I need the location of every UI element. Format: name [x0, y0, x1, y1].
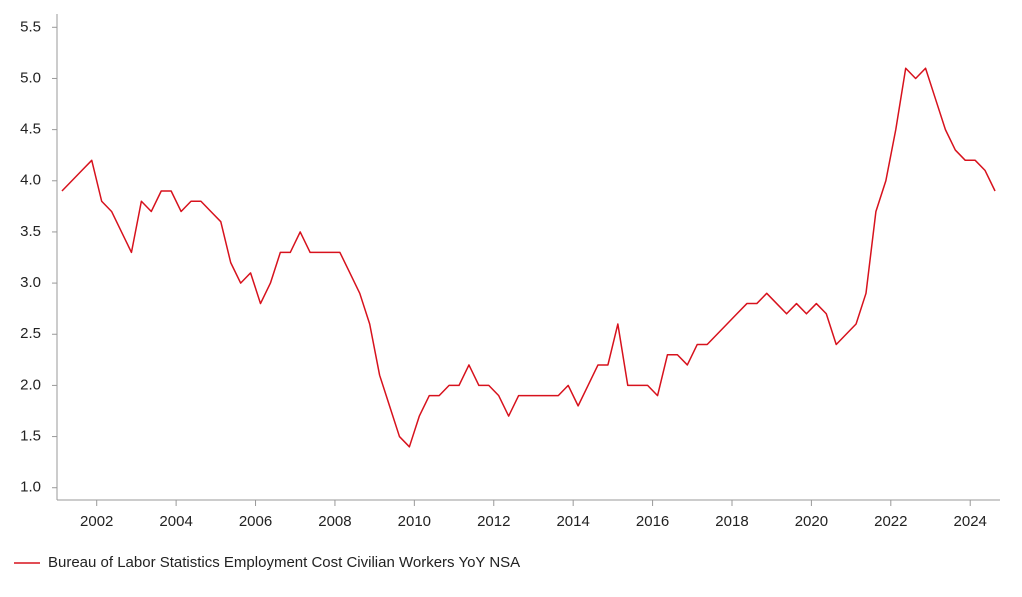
x-tick-label: 2016: [636, 513, 669, 530]
x-tick-label: 2012: [477, 513, 510, 530]
legend-label: Bureau of Labor Statistics Employment Co…: [48, 554, 520, 571]
y-tick-label: 5.0: [20, 69, 41, 86]
x-tick-label: 2004: [159, 513, 192, 530]
y-tick-label: 5.5: [20, 18, 41, 35]
y-tick-label: 4.5: [20, 121, 41, 138]
x-tick-label: 2002: [80, 513, 113, 530]
x-tick-label: 2020: [795, 513, 828, 530]
x-tick-label: 2008: [318, 513, 351, 530]
x-tick-label: 2022: [874, 513, 907, 530]
y-tick-label: 4.0: [20, 172, 41, 189]
x-tick-label: 2006: [239, 513, 272, 530]
x-tick-label: 2010: [398, 513, 431, 530]
x-tick-label: 2024: [954, 513, 987, 530]
y-tick-label: 2.5: [20, 325, 41, 342]
y-tick-label: 3.5: [20, 223, 41, 240]
y-tick-label: 1.5: [20, 428, 41, 445]
y-tick-label: 1.0: [20, 479, 41, 496]
y-tick-label: 2.0: [20, 376, 41, 393]
x-tick-label: 2018: [715, 513, 748, 530]
y-tick-label: 3.0: [20, 274, 41, 291]
x-tick-label: 2014: [556, 513, 589, 530]
data-line: [61, 67, 996, 448]
